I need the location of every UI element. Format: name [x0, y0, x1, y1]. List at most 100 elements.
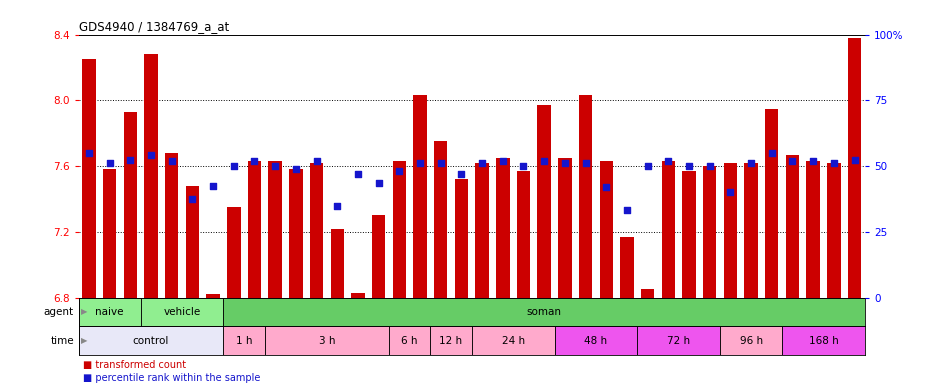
Bar	[265, 326, 389, 355]
Point	[185, 196, 200, 202]
Bar	[372, 215, 386, 298]
Point	[454, 171, 469, 177]
Point	[392, 168, 407, 174]
Bar	[637, 326, 720, 355]
Point	[806, 158, 820, 164]
Text: agent: agent	[43, 307, 74, 317]
Bar	[389, 326, 430, 355]
Text: 6 h: 6 h	[401, 336, 418, 346]
Bar	[620, 237, 634, 298]
Bar	[641, 290, 654, 298]
Point	[764, 150, 779, 156]
Bar	[144, 54, 158, 298]
Point	[103, 160, 117, 166]
Bar	[430, 326, 472, 355]
Bar	[723, 163, 737, 298]
Bar	[290, 169, 302, 298]
Point	[640, 163, 655, 169]
Bar	[268, 161, 282, 298]
Text: soman: soman	[526, 307, 561, 317]
Text: ■ percentile rank within the sample: ■ percentile rank within the sample	[83, 373, 261, 383]
Bar	[165, 153, 179, 298]
Point	[330, 202, 345, 209]
Bar	[827, 163, 841, 298]
Bar	[783, 326, 865, 355]
Bar	[392, 161, 406, 298]
Bar	[579, 95, 592, 298]
Bar	[703, 166, 717, 298]
Bar	[720, 326, 783, 355]
Point	[205, 183, 220, 189]
Point	[847, 156, 862, 162]
Text: 24 h: 24 h	[501, 336, 524, 346]
Text: 168 h: 168 h	[808, 336, 838, 346]
Point	[558, 160, 573, 166]
Point	[785, 158, 800, 164]
Point	[371, 179, 386, 185]
Text: ▶: ▶	[80, 308, 87, 316]
Bar	[554, 326, 637, 355]
Bar	[745, 163, 758, 298]
Text: naive: naive	[95, 307, 124, 317]
Point	[247, 158, 262, 164]
Text: ▶: ▶	[80, 336, 87, 345]
Point	[496, 158, 511, 164]
Text: 1 h: 1 h	[236, 336, 253, 346]
Bar	[785, 155, 799, 298]
Point	[289, 166, 303, 172]
Text: 3 h: 3 h	[319, 336, 335, 346]
Bar	[248, 161, 261, 298]
Point	[702, 163, 717, 169]
Point	[165, 158, 179, 164]
Bar	[227, 207, 240, 298]
Bar	[310, 163, 324, 298]
Text: control: control	[133, 336, 169, 346]
Point	[723, 189, 738, 195]
Point	[682, 163, 697, 169]
Bar	[352, 293, 364, 298]
Bar	[475, 163, 488, 298]
Bar	[124, 112, 137, 298]
Text: GDS4940 / 1384769_a_at: GDS4940 / 1384769_a_at	[79, 20, 228, 33]
Point	[143, 152, 158, 158]
Bar	[472, 326, 554, 355]
Point	[620, 207, 635, 214]
Text: 96 h: 96 h	[739, 336, 762, 346]
Bar	[141, 298, 224, 326]
Bar	[455, 179, 468, 298]
Bar	[82, 59, 95, 298]
Bar	[599, 161, 613, 298]
Point	[227, 163, 241, 169]
Text: 48 h: 48 h	[585, 336, 608, 346]
Point	[744, 160, 758, 166]
Bar	[186, 186, 199, 298]
Point	[268, 163, 283, 169]
Bar	[558, 158, 572, 298]
Text: ■ transformed count: ■ transformed count	[83, 360, 186, 370]
Point	[309, 158, 324, 164]
Bar	[330, 228, 344, 298]
Point	[351, 171, 365, 177]
Bar	[79, 298, 141, 326]
Bar	[224, 326, 265, 355]
Point	[660, 158, 675, 164]
Bar	[537, 105, 551, 298]
Point	[475, 160, 489, 166]
Bar	[224, 298, 865, 326]
Bar	[765, 109, 779, 298]
Bar	[103, 169, 117, 298]
Bar	[496, 158, 510, 298]
Text: time: time	[50, 336, 74, 346]
Text: 72 h: 72 h	[667, 336, 690, 346]
Text: vehicle: vehicle	[164, 307, 201, 317]
Bar	[683, 171, 696, 298]
Bar	[206, 294, 220, 298]
Point	[433, 160, 448, 166]
Point	[826, 160, 841, 166]
Point	[578, 160, 593, 166]
Point	[598, 184, 613, 190]
Bar	[807, 161, 820, 298]
Bar	[79, 326, 224, 355]
Bar	[413, 95, 426, 298]
Bar	[517, 171, 530, 298]
